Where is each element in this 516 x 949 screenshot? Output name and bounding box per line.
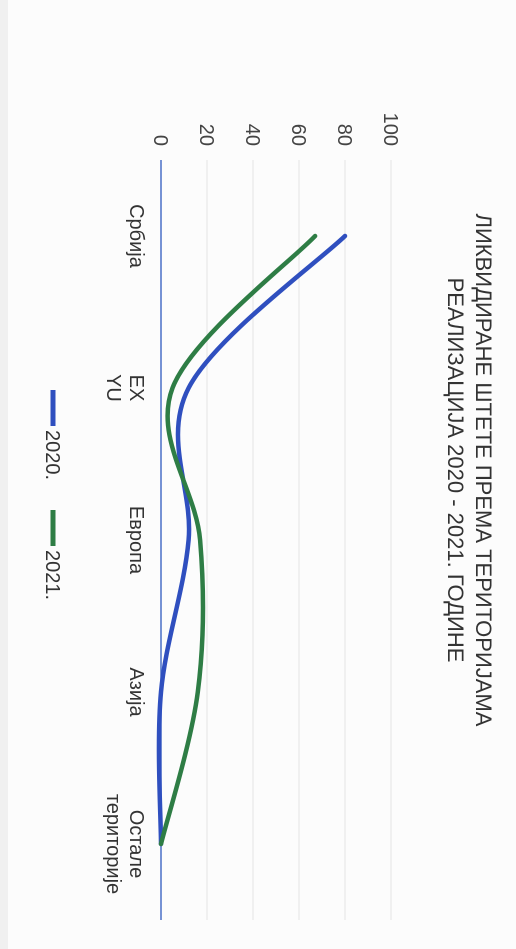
legend: 2020. 2021. (41, 390, 63, 600)
chart-subtitle: РЕАЛИЗАЦИЈА 2020 - 2021. ГОДИНЕ (443, 278, 468, 663)
x-tick-label: Србија (125, 204, 147, 269)
x-tick-label: Европа (125, 506, 147, 575)
y-tick-label: 100 (379, 113, 401, 146)
page-edge (0, 0, 8, 949)
x-axis-ticks: Србија EXYU Европа Азија Осталетериторије (102, 204, 147, 894)
x-tick-label: EXYU (102, 374, 147, 402)
y-tick-label: 60 (287, 124, 309, 146)
y-tick-label: 80 (333, 124, 355, 146)
legend-label-0: 2020. (41, 430, 63, 480)
series-line-0 (156, 233, 348, 847)
legend-label-1: 2021. (41, 550, 63, 600)
y-axis-ticks: 0 20 40 60 80 100 (149, 113, 401, 146)
chart-title: ЛИКВИДИРАНЕ ШТЕТЕ ПРЕМА ТЕРИТОРИЈАМА (471, 214, 496, 727)
y-tick-label: 40 (241, 124, 263, 146)
y-tick-label: 0 (149, 135, 171, 146)
series-lines (156, 233, 348, 847)
x-tick-label: Осталетериторије (102, 794, 147, 894)
rotated-chart-group: ЛИКВИДИРАНЕ ШТЕТЕ ПРЕМА ТЕРИТОРИЈАМА РЕА… (41, 113, 496, 920)
gridlines (206, 160, 392, 920)
y-tick-label: 20 (195, 124, 217, 146)
series-line-1 (158, 233, 318, 847)
x-tick-label: Азија (125, 667, 147, 717)
